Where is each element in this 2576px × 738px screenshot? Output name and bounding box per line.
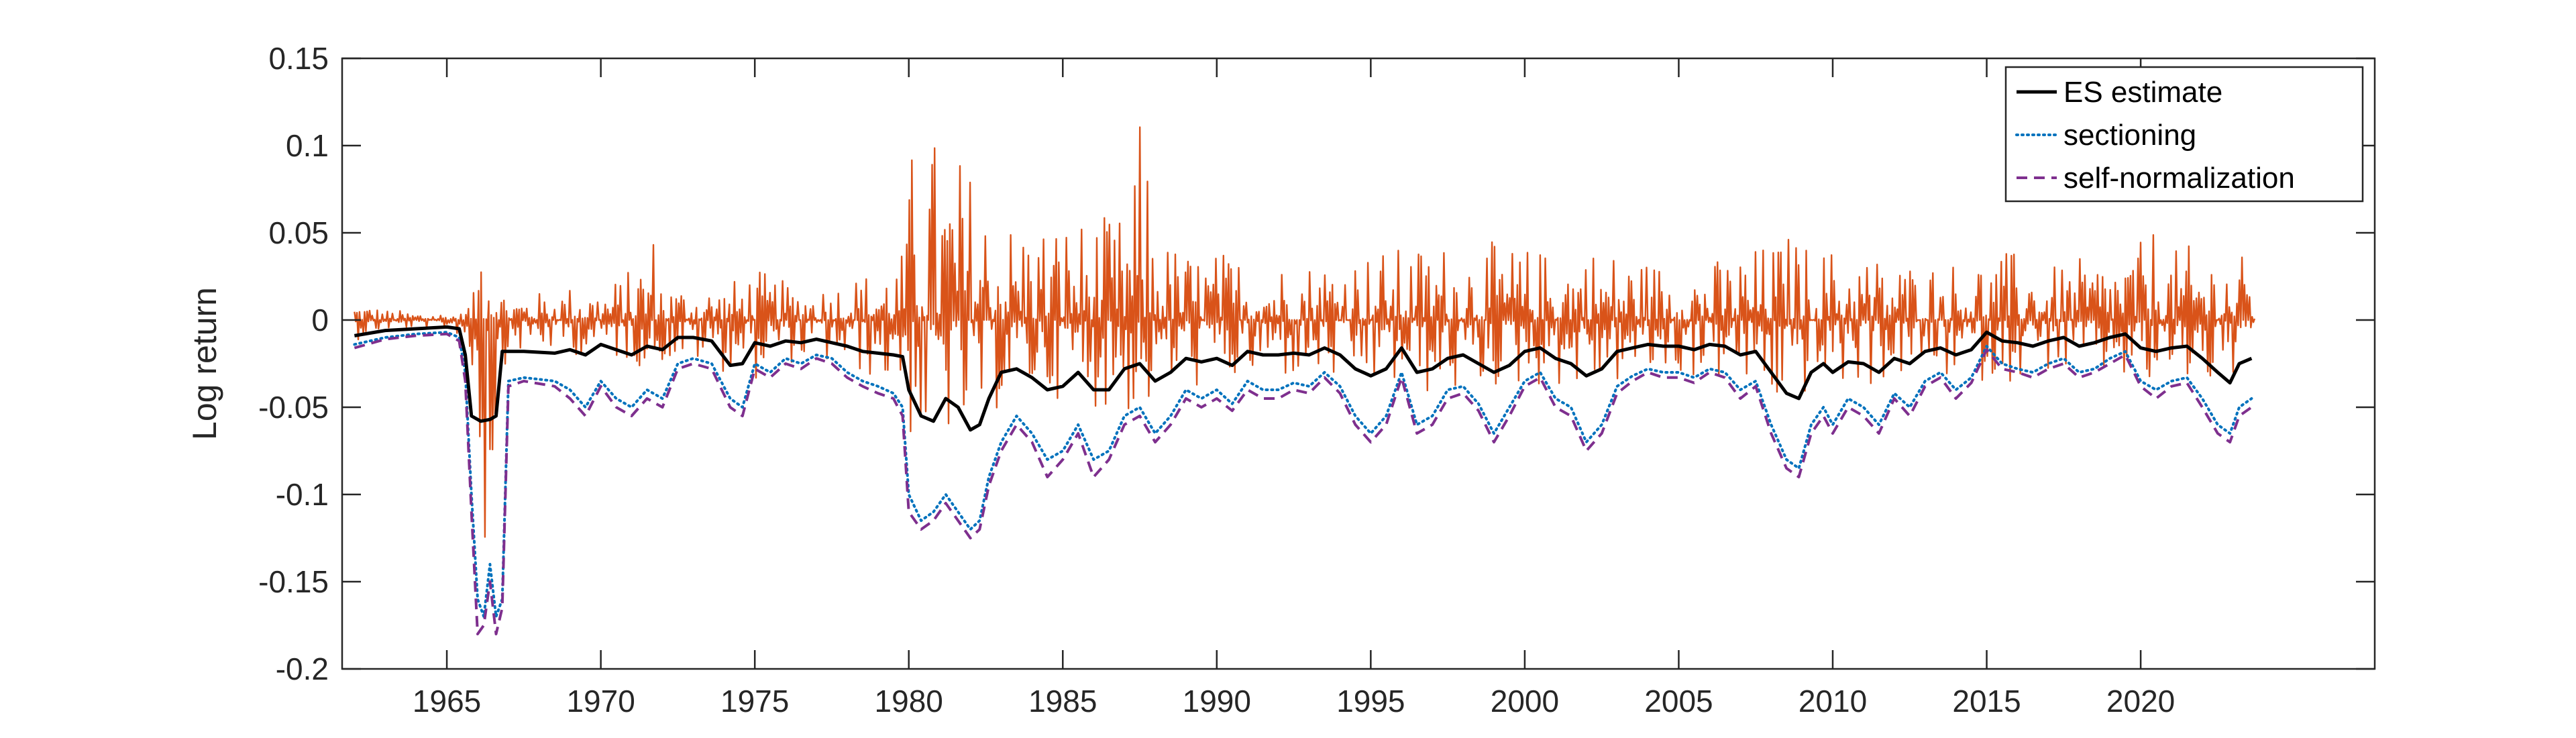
legend: ES estimate sectioning self-normalization xyxy=(2004,66,2364,203)
y-tick-label: 0 xyxy=(311,303,329,337)
legend-box xyxy=(2004,66,2364,203)
y-tick-label: 0.05 xyxy=(268,215,329,250)
x-tick-label: 1975 xyxy=(720,684,789,719)
returns-line xyxy=(354,126,2256,538)
axes-box xyxy=(341,57,2376,670)
series-line-self-normalization xyxy=(354,332,2253,635)
x-tick-label: 1980 xyxy=(875,684,943,719)
x-tick-label: 1990 xyxy=(1183,684,1251,719)
series-layer xyxy=(353,325,2253,635)
legend-entry-label: sectioning xyxy=(2063,119,2196,152)
y-tick-label: 0.1 xyxy=(286,128,329,163)
x-tick-label: 1995 xyxy=(1336,684,1405,719)
y-axis-label: Log return xyxy=(186,287,223,440)
series-line-es-estimate xyxy=(354,325,2253,432)
x-tick-label: 2020 xyxy=(2106,684,2175,719)
tick-layer: 1965 1970 1975 1980 1985 1990 1995 2000 2005 2010… xyxy=(258,41,2375,719)
y-tick-label: -0.2 xyxy=(276,651,329,686)
x-tick-label: 2010 xyxy=(1799,684,1867,719)
x-tick-label: 1970 xyxy=(566,684,635,719)
legend-entry-label: self-normalization xyxy=(2063,162,2295,195)
series-line-sectioning xyxy=(353,331,2253,618)
y-tick-label: 0.15 xyxy=(268,41,329,76)
x-tick-label: 2005 xyxy=(1644,684,1713,719)
y-tick-label: -0.15 xyxy=(258,564,329,599)
y-tick-label: -0.1 xyxy=(276,477,329,512)
legend-entry-label: ES estimate xyxy=(2063,76,2222,109)
y-tick-label: -0.05 xyxy=(258,390,329,425)
x-tick-label: 2015 xyxy=(1952,684,2021,719)
returns-series xyxy=(354,126,2256,538)
x-tick-label: 1985 xyxy=(1028,684,1097,719)
x-tick-label: 1965 xyxy=(413,684,481,719)
x-tick-label: 2000 xyxy=(1491,684,1559,719)
